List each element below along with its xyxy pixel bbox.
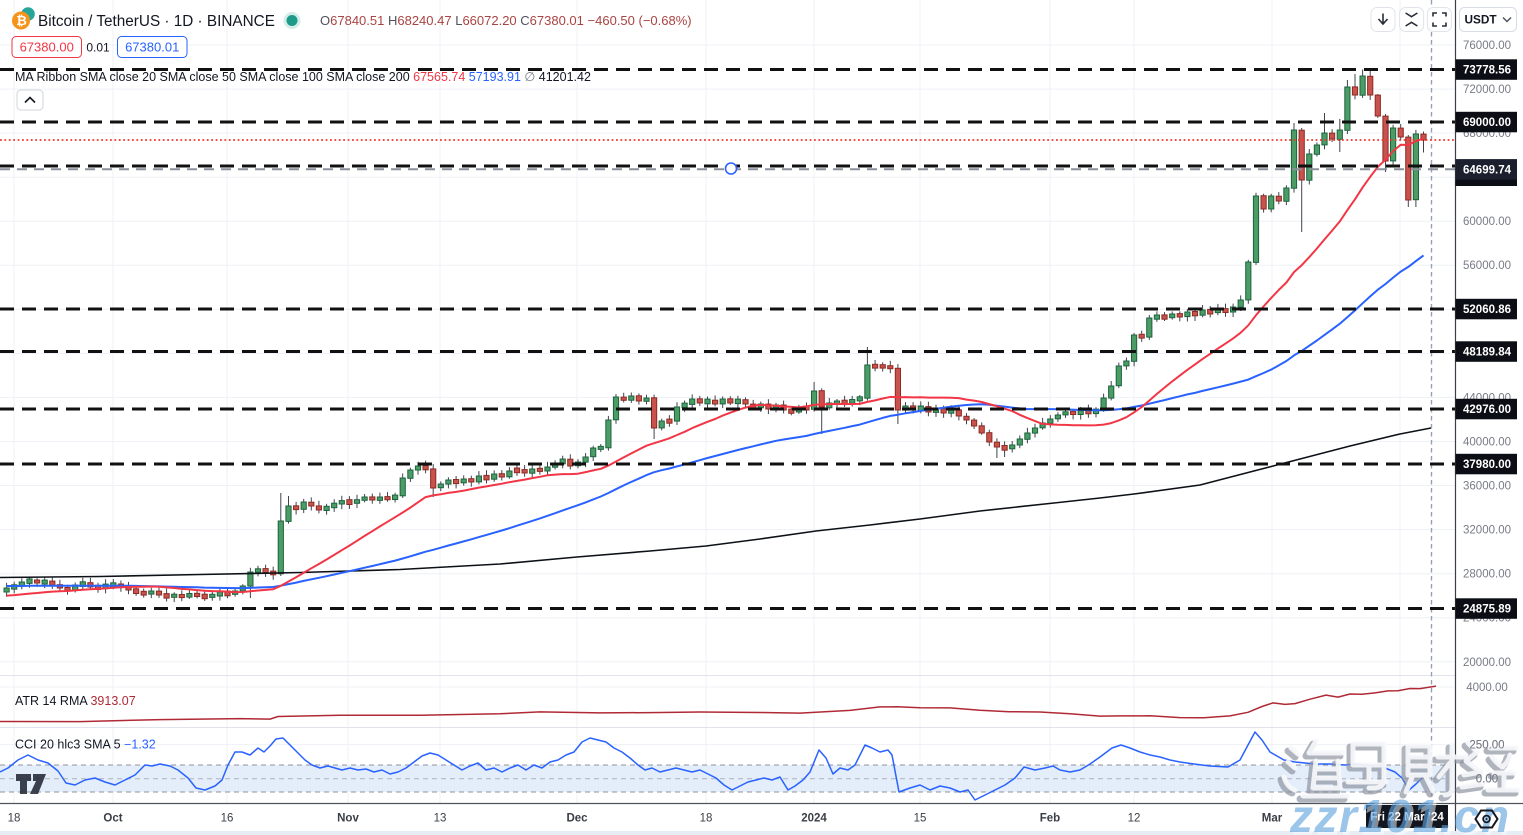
svg-text:20000.00: 20000.00 <box>1463 657 1511 669</box>
svg-text:ATR 14 RMA 3913.07: ATR 14 RMA 3913.07 <box>15 694 136 708</box>
svg-text:0.01: 0.01 <box>86 41 110 55</box>
svg-text:₿: ₿ <box>16 13 27 28</box>
svg-text:Dec: Dec <box>566 813 588 825</box>
svg-text:18: 18 <box>8 813 21 825</box>
svg-text:60000.00: 60000.00 <box>1463 216 1511 228</box>
svg-text:Oct: Oct <box>103 813 122 825</box>
svg-text:64699.74: 64699.74 <box>1463 165 1512 177</box>
svg-text:0.00: 0.00 <box>1476 774 1498 786</box>
svg-text:69000.00: 69000.00 <box>1463 117 1511 129</box>
svg-text:2024: 2024 <box>801 813 827 825</box>
svg-text:CCI 20 hlc3 SMA 5 −1.32: CCI 20 hlc3 SMA 5 −1.32 <box>15 738 156 752</box>
svg-text:4000.00: 4000.00 <box>1466 682 1508 694</box>
svg-text:28000.00: 28000.00 <box>1463 569 1511 581</box>
svg-text:48189.84: 48189.84 <box>1463 347 1512 359</box>
svg-text:Mar: Mar <box>1262 813 1283 825</box>
svg-text:zzr101.cn: zzr101.cn <box>1292 793 1514 835</box>
svg-text:12: 12 <box>1128 813 1141 825</box>
svg-text:MA Ribbon SMA close 20 SMA clo: MA Ribbon SMA close 20 SMA close 50 SMA … <box>15 70 591 84</box>
svg-text:zzr101.cn: zzr101.cn <box>1289 790 1511 835</box>
svg-text:16: 16 <box>221 813 234 825</box>
svg-text:32000.00: 32000.00 <box>1463 525 1511 537</box>
svg-text:Fri 22 Mar ’24: Fri 22 Mar ’24 <box>1370 812 1444 824</box>
svg-text:67380.01: 67380.01 <box>125 40 179 55</box>
svg-text:Nov: Nov <box>337 813 359 825</box>
svg-text:18: 18 <box>700 813 713 825</box>
svg-text:Bitcoin / TetherUS · 1D · BINA: Bitcoin / TetherUS · 1D · BINANCE <box>38 13 275 30</box>
svg-text:52060.86: 52060.86 <box>1463 304 1511 316</box>
svg-text:15: 15 <box>914 813 927 825</box>
svg-text:250.00: 250.00 <box>1469 740 1504 752</box>
svg-text:USDT: USDT <box>1465 13 1498 27</box>
svg-text:O67840.51 H68240.47 L66072.20: O67840.51 H68240.47 L66072.20 C67380.01 … <box>320 13 692 28</box>
svg-text:73778.56: 73778.56 <box>1463 65 1511 77</box>
svg-text:42976.00: 42976.00 <box>1463 404 1511 416</box>
svg-text:Feb: Feb <box>1040 813 1060 825</box>
svg-text:40000.00: 40000.00 <box>1463 437 1511 449</box>
svg-text:76000.00: 76000.00 <box>1463 40 1511 52</box>
svg-text:37980.00: 37980.00 <box>1463 459 1511 471</box>
svg-text:67380.00: 67380.00 <box>20 40 74 55</box>
svg-text:13: 13 <box>434 813 447 825</box>
svg-text:24875.89: 24875.89 <box>1463 604 1511 616</box>
svg-text:72000.00: 72000.00 <box>1463 84 1511 96</box>
svg-text:36000.00: 36000.00 <box>1463 481 1511 493</box>
svg-text:56000.00: 56000.00 <box>1463 260 1511 272</box>
